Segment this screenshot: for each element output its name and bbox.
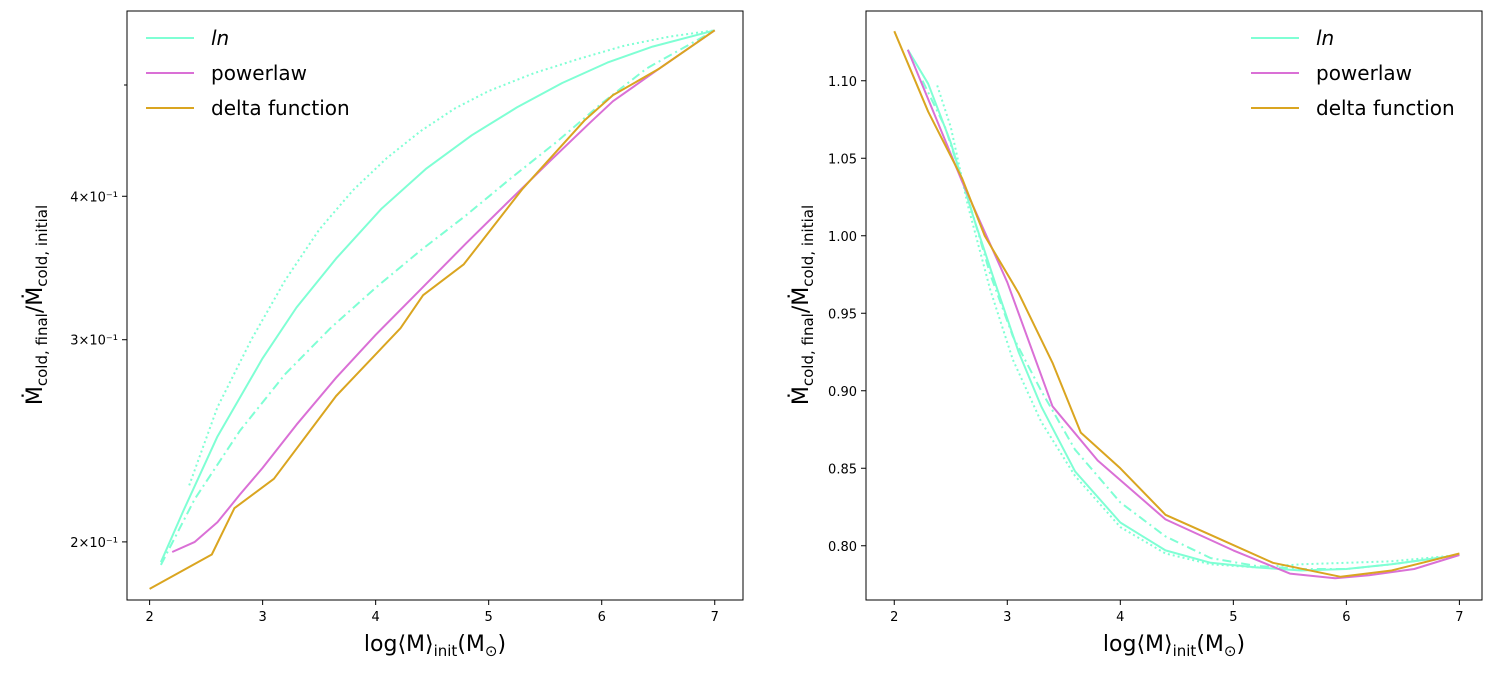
legend-label: delta function [1316,96,1455,120]
svg-text:Ṁcold, final/Ṁcold, initial: Ṁcold, final/Ṁcold, initial [22,205,51,405]
x-tick-label: 4 [1116,610,1124,625]
left-plot-frame [126,10,744,601]
right-plot-frame [865,10,1483,601]
y-tick-label: 1.05 [828,152,857,167]
x-tick-label: 3 [258,610,266,625]
left-plot-ticks: 2 3 4 5 6 7 2×10⁻¹ 3×10⁻¹ 4×10⁻¹ [70,84,719,625]
right-plot-series [893,30,1460,580]
series-line-dotted [936,85,1460,569]
series-line-delta-function [893,30,1460,578]
x-tick-label: 5 [485,610,493,625]
legend-label: powerlaw [211,61,307,85]
right-plot-ylabel: Ṁcold, final/Ṁcold, initial [788,205,817,405]
y-tick-label: 0.95 [828,307,857,322]
series-line-ln [906,49,1460,572]
y-tick-label: 2×10⁻¹ [70,536,118,551]
legend-label: delta function [211,96,350,120]
y-tick-label: 1.00 [828,230,857,245]
right-plot-ticks: 2 3 4 5 6 7 0.80 0.85 0.90 0.95 1.00 1.05 1.10 [828,75,1463,625]
left-plot-xlabel: log⟨M⟩init(M⊙) [364,632,506,660]
right-plot: 2 3 4 5 6 7 0.80 0.85 0.90 0.95 1.00 1.05 1.10 ln pow… [788,10,1483,660]
x-tick-label: 5 [1229,610,1237,625]
series-line-dashdot [160,29,716,566]
y-tick-label: 0.90 [828,385,857,400]
x-tick-label: 6 [598,610,606,625]
series-line-delta-function [149,29,716,590]
series-line-powerlaw [906,49,1460,580]
legend-label: powerlaw [1316,61,1412,85]
left-plot-legend: ln powerlaw delta function [146,26,350,120]
right-plot-legend: ln powerlaw delta function [1251,26,1455,120]
series-line-dotted [188,29,715,486]
left-plot: 2 3 4 5 6 7 2×10⁻¹ 3×10⁻¹ 4×10⁻¹ ln powerlaw delta… [22,10,744,660]
right-plot-xlabel: log⟨M⟩init(M⊙) [1103,632,1245,660]
series-line-powerlaw [171,29,716,553]
y-tick-label: 1.10 [828,75,857,90]
x-tick-label: 4 [372,610,380,625]
y-tick-label: 3×10⁻¹ [70,334,118,349]
left-plot-ylabel: Ṁcold, final/Ṁcold, initial [22,205,51,405]
x-tick-label: 3 [1003,610,1011,625]
series-line-ln [159,29,715,563]
x-tick-label: 2 [145,610,153,625]
legend-label: ln [1316,26,1334,50]
series-line-dashdot [921,80,1460,570]
x-tick-label: 2 [890,610,898,625]
y-tick-label: 0.85 [828,462,857,477]
x-tick-label: 7 [1455,610,1463,625]
x-tick-label: 7 [711,610,719,625]
x-tick-label: 6 [1342,610,1350,625]
y-tick-label: 4×10⁻¹ [70,190,118,205]
y-tick-label: 0.80 [828,540,857,555]
svg-text:Ṁcold, final/Ṁcold, initial: Ṁcold, final/Ṁcold, initial [788,205,817,405]
left-plot-series [149,29,716,590]
legend-label: ln [211,26,229,50]
